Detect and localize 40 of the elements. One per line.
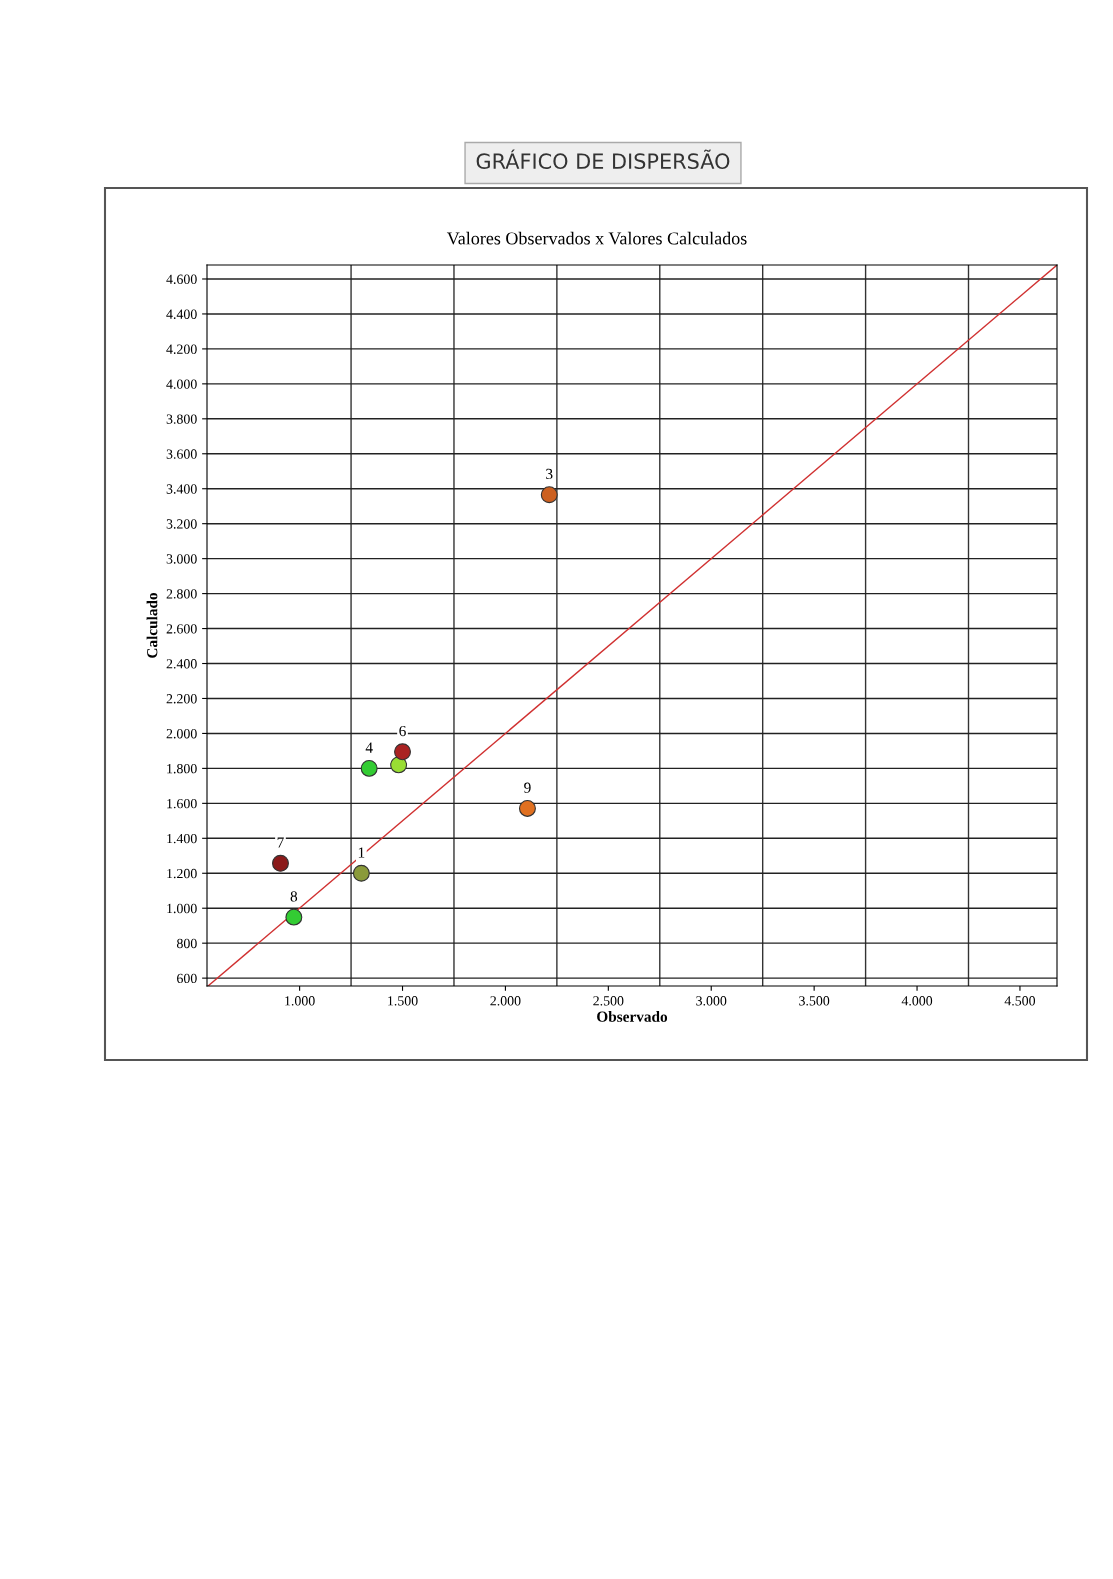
x-tick-label: 1.500 (388, 996, 418, 1006)
annotation: 4 (365, 742, 373, 753)
y-tick-label: 2.600 (166, 624, 197, 634)
y-tick-label: 2.200 (166, 694, 197, 704)
y-tick-label: 1.800 (167, 763, 197, 774)
annotation: 9 (524, 782, 531, 793)
y-axis-title: Calculado (146, 592, 158, 658)
y-tick-label: 3.000 (166, 554, 197, 564)
y-tick-label: 4.000 (166, 379, 197, 389)
y-tick-label: 1.400 (167, 833, 197, 844)
annotation: 8 (290, 891, 298, 902)
annotation: 1 (358, 847, 365, 858)
y-tick-label: 800 (176, 938, 197, 949)
x-tick-label: 4.000 (901, 996, 933, 1006)
annotation: 3 (546, 468, 553, 480)
annotation: 6 (399, 725, 406, 737)
x-tick-label: 4.500 (1004, 996, 1036, 1006)
y-tick-label: 4.200 (166, 344, 197, 354)
y-tick-label: 3.400 (166, 484, 197, 494)
y-tick-label: 600 (177, 973, 197, 984)
y-tick-label: 1.200 (167, 868, 197, 879)
y-tick-label: 2.000 (166, 729, 197, 739)
y-tick-label: 3.800 (166, 414, 197, 424)
chart-subtitle: Valores Observados x Valores Calculados (446, 231, 747, 245)
y-tick-label: 2.400 (166, 659, 197, 669)
x-tick-label: 2.500 (593, 996, 624, 1006)
y-tick-label: 1.600 (167, 798, 197, 809)
chart-title: GRÁFICO DE DISPERSÃO (476, 149, 730, 170)
y-tick-label: 3.600 (166, 449, 197, 459)
y-tick-label: 4.600 (166, 274, 197, 284)
x-tick-label: 3.000 (696, 996, 727, 1006)
x-tick-label: 3.500 (799, 996, 830, 1006)
x-tick-label: 1.000 (285, 996, 315, 1006)
y-tick-label: 1.000 (167, 903, 197, 914)
x-tick-label: 2.000 (490, 996, 521, 1006)
annotation: 7 (277, 837, 284, 848)
y-tick-label: 2.800 (166, 589, 197, 599)
x-axis-title: Observado (597, 1011, 668, 1022)
y-tick-label: 4.400 (166, 309, 197, 319)
y-tick-label: 3.200 (166, 519, 197, 529)
